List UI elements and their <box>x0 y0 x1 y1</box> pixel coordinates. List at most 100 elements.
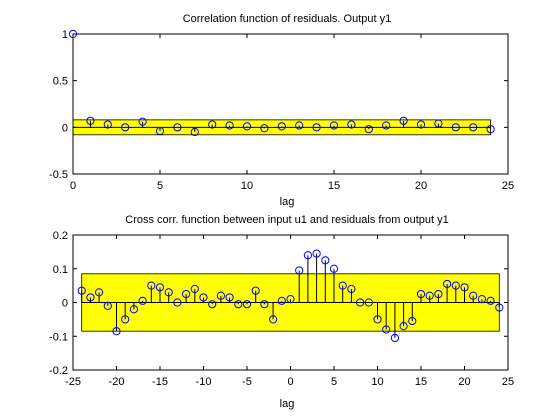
upper-plot-area: 0 5 10 15 20 25-0.500.51 <box>49 29 514 192</box>
lower-marker <box>138 296 147 305</box>
lower-xlabel: lag <box>280 398 295 410</box>
lower-xtick-label: 25 <box>502 376 514 388</box>
upper-marker <box>434 119 443 128</box>
upper-marker <box>451 123 460 132</box>
lower-marker <box>182 289 191 299</box>
lower-marker <box>425 291 434 300</box>
upper-xtick-label: 20 <box>415 180 427 192</box>
lower-marker <box>356 298 365 307</box>
lower-marker <box>199 293 208 302</box>
lower-xtick-label: -25 <box>65 376 81 388</box>
upper-marker <box>416 120 426 129</box>
lower-marker <box>121 315 130 324</box>
lower-marker <box>373 315 382 324</box>
upper-xtick-label: 25 <box>502 180 514 192</box>
lower-ytick-label: -0.2 <box>49 365 68 377</box>
lower-marker <box>295 266 304 275</box>
lower-marker <box>260 300 269 309</box>
lower-marker <box>251 286 260 295</box>
lower-xtick-label: 5 <box>331 376 337 388</box>
lower-marker <box>460 283 469 292</box>
lower-marker <box>382 325 391 334</box>
lower-marker <box>269 315 278 324</box>
lower-plot-area: -25 -20 -15 -10 -5 0 5 10 15 20 25 -0.2 -0.1 0 0.1 0.2 <box>49 230 514 388</box>
lower-xtick-label: -15 <box>152 376 168 388</box>
upper-xtick-label: 15 <box>328 180 340 192</box>
upper-marker <box>382 121 391 130</box>
lower-ytick-label: 0.2 <box>53 230 68 242</box>
lower-marker <box>112 327 121 336</box>
upper-marker <box>347 120 356 129</box>
lower-marker <box>347 284 356 294</box>
upper-marker <box>138 117 147 126</box>
lower-marker <box>329 264 339 273</box>
upper-marker <box>242 122 252 131</box>
lower-marker <box>399 322 408 331</box>
lower-marker <box>234 300 243 309</box>
upper-marker <box>155 126 165 136</box>
lower-marker <box>155 283 165 292</box>
lower-xtick-label: 0 <box>287 376 293 388</box>
upper-xlabel: lag <box>280 196 295 208</box>
lower-marker <box>208 300 217 309</box>
upper-ytick-label: 0 <box>62 122 68 134</box>
lower-ytick-label: 0 <box>62 298 68 310</box>
lower-marker <box>312 249 321 258</box>
lower-marker <box>216 291 225 300</box>
lower-marker <box>443 279 452 289</box>
upper-marker <box>277 122 286 131</box>
lower-xtick-label: 15 <box>415 376 427 388</box>
lower-marker <box>303 251 312 260</box>
upper-marker <box>399 116 408 125</box>
lower-marker <box>364 298 373 307</box>
upper-marker <box>190 127 199 137</box>
lower-marker <box>451 281 460 290</box>
lower-xtick-label: 20 <box>458 376 470 388</box>
upper-marker <box>173 123 182 132</box>
upper-marker <box>295 121 304 130</box>
lower-panel: Cross corr. function between input u1 an… <box>49 214 514 410</box>
lower-marker <box>486 296 495 305</box>
lower-marker <box>190 284 199 294</box>
lower-marker <box>242 300 252 309</box>
upper-marker <box>121 123 130 132</box>
upper-xtick-label: 5 <box>157 180 163 192</box>
lower-marker <box>390 333 399 343</box>
upper-panel: Correlation function of residuals. Outpu… <box>49 13 514 208</box>
lower-marker <box>495 303 504 312</box>
upper-marker <box>260 124 269 133</box>
lower-marker <box>95 288 104 297</box>
upper-marker <box>364 125 373 134</box>
lower-marker <box>321 256 330 265</box>
lower-xtick-label: -10 <box>196 376 212 388</box>
lower-marker <box>77 286 86 295</box>
upper-title: Correlation function of residuals. Outpu… <box>183 13 392 25</box>
upper-marker <box>469 123 478 132</box>
upper-axes-frame <box>72 33 509 175</box>
upper-xtick-label: 10 <box>241 180 253 192</box>
upper-xtick-label: 0 <box>70 180 76 192</box>
lower-marker <box>129 305 138 314</box>
lower-marker <box>477 295 486 304</box>
lower-marker <box>103 301 112 310</box>
upper-marker <box>86 116 95 125</box>
lower-marker <box>408 316 417 326</box>
lower-xtick-label: -20 <box>109 376 125 388</box>
lower-ytick-label: -0.1 <box>49 331 68 343</box>
upper-marker <box>103 120 112 129</box>
upper-ytick-label: -0.5 <box>49 169 68 181</box>
lower-title: Cross corr. function between input u1 an… <box>125 214 448 226</box>
upper-marker <box>486 125 495 134</box>
lower-marker <box>286 295 295 304</box>
lower-marker <box>434 289 443 299</box>
upper-marker <box>312 123 321 132</box>
lower-ytick-label: 0.1 <box>53 264 68 276</box>
upper-marker <box>225 121 234 130</box>
lower-marker <box>86 293 95 302</box>
lower-marker <box>416 289 426 299</box>
lower-marker <box>338 281 347 290</box>
lower-xtick-label: -5 <box>242 376 252 388</box>
lower-marker <box>225 293 234 302</box>
lower-marker <box>147 281 156 290</box>
